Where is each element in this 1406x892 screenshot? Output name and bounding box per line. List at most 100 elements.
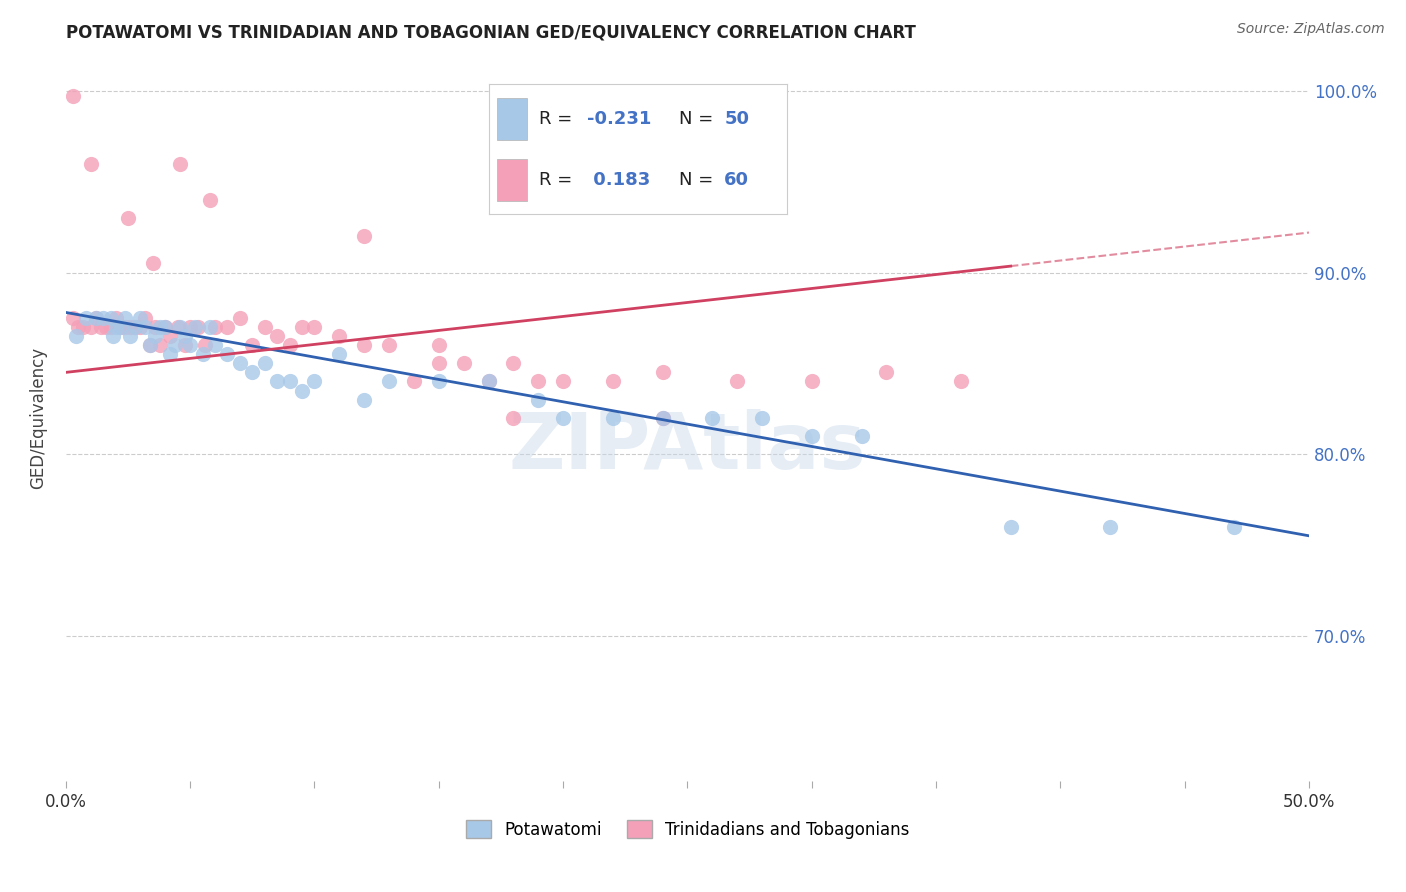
Point [1000, 520, 1022, 534]
Point [110, 320, 132, 334]
Point [502, 356, 524, 370]
Point [184, 320, 207, 334]
Point [402, 375, 425, 389]
Point [229, 310, 252, 325]
Point [75, 310, 97, 325]
Point [217, 347, 239, 361]
Point [553, 375, 575, 389]
Point [117, 211, 139, 225]
Point [949, 375, 972, 389]
Point [84, 310, 107, 325]
Point [353, 392, 375, 407]
Point [204, 338, 226, 352]
Point [62, 89, 84, 103]
Point [149, 320, 172, 334]
Point [602, 410, 624, 425]
Point [91, 310, 114, 325]
Point [101, 329, 124, 343]
Point [155, 320, 177, 334]
Point [143, 320, 166, 334]
Point [194, 338, 217, 352]
Point [179, 338, 201, 352]
Point [166, 320, 188, 334]
Point [155, 320, 177, 334]
Point [187, 320, 209, 334]
Point [229, 356, 252, 370]
Point [79, 156, 101, 170]
Point [253, 356, 276, 370]
Point [79, 320, 101, 334]
Point [65, 329, 87, 343]
Point [62, 310, 84, 325]
Point [353, 338, 375, 352]
Point [353, 229, 375, 244]
Point [72, 320, 94, 334]
Point [159, 347, 181, 361]
Point [477, 375, 499, 389]
Point [198, 193, 221, 207]
Point [174, 329, 197, 343]
Point [84, 310, 107, 325]
Point [165, 338, 187, 352]
Point [702, 410, 724, 425]
Point [124, 320, 146, 334]
Legend: Potawatomi, Trinidadians and Tobagonians: Potawatomi, Trinidadians and Tobagonians [458, 814, 915, 846]
Point [266, 329, 288, 343]
Point [427, 338, 450, 352]
Point [291, 320, 314, 334]
Point [114, 320, 136, 334]
Point [134, 310, 156, 325]
Point [278, 375, 301, 389]
Point [149, 338, 172, 352]
Point [94, 320, 117, 334]
Point [198, 320, 221, 334]
Point [124, 320, 146, 334]
Point [110, 320, 132, 334]
Point [875, 365, 897, 379]
Point [139, 338, 162, 352]
Point [240, 338, 263, 352]
Point [159, 329, 181, 343]
Y-axis label: GED/Equivalency: GED/Equivalency [30, 347, 46, 489]
Point [328, 347, 350, 361]
Point [651, 410, 673, 425]
Point [427, 375, 450, 389]
Point [129, 320, 152, 334]
Point [751, 410, 773, 425]
Point [114, 310, 136, 325]
Point [378, 375, 401, 389]
Point [134, 320, 156, 334]
Point [169, 320, 191, 334]
Point [304, 320, 326, 334]
Point [800, 375, 823, 389]
Point [104, 310, 127, 325]
Point [651, 365, 673, 379]
Point [191, 347, 214, 361]
Point [1099, 520, 1122, 534]
Point [253, 320, 276, 334]
Point [139, 338, 162, 352]
Point [477, 375, 499, 389]
Point [129, 310, 152, 325]
Point [1223, 520, 1246, 534]
Point [120, 329, 142, 343]
Point [453, 356, 475, 370]
Point [240, 365, 263, 379]
Text: Source: ZipAtlas.com: Source: ZipAtlas.com [1237, 22, 1385, 37]
Point [328, 329, 350, 343]
Point [378, 338, 401, 352]
Point [725, 375, 748, 389]
Point [553, 410, 575, 425]
Point [143, 329, 166, 343]
Point [266, 375, 288, 389]
Point [851, 429, 873, 443]
Point [169, 156, 191, 170]
Point [304, 375, 326, 389]
Point [90, 320, 112, 334]
Point [179, 320, 201, 334]
Point [67, 320, 90, 334]
Point [427, 356, 450, 370]
Point [527, 392, 550, 407]
Point [651, 410, 673, 425]
Point [142, 256, 165, 270]
